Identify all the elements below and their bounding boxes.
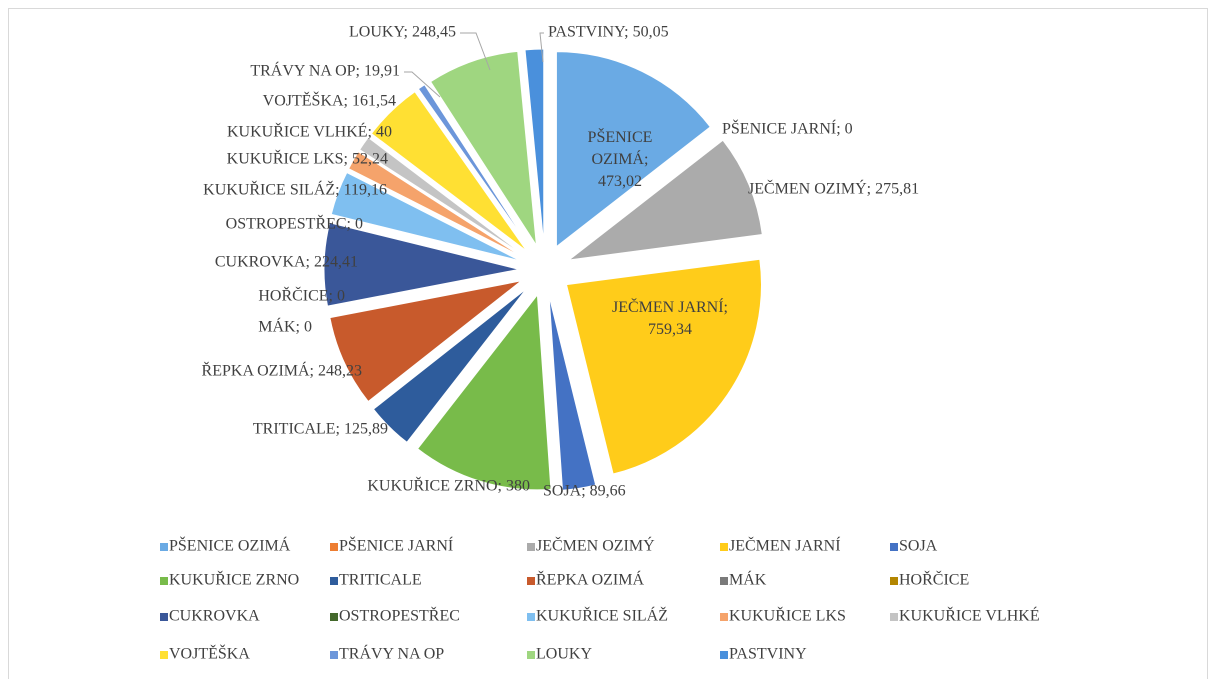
- pie-slice: [329, 280, 522, 403]
- pie-slice: [567, 139, 763, 261]
- legend-label: KUKUŘICE ZRNO: [169, 570, 299, 589]
- pie-slice: [417, 83, 531, 249]
- data-label: KUKUŘICE LKS; 52,24: [227, 149, 388, 168]
- data-label: MÁK; 0: [258, 317, 312, 336]
- data-label: KUKUŘICE SILÁŽ; 119,16: [203, 180, 387, 199]
- legend-swatch: [720, 543, 728, 551]
- legend-label: KUKUŘICE VLHKÉ: [899, 606, 1040, 625]
- pie-slice: [548, 295, 597, 491]
- legend-swatch: [330, 577, 338, 585]
- pie-slice: [416, 293, 552, 491]
- legend-swatch: [720, 651, 728, 659]
- legend-swatch: [527, 651, 535, 659]
- legend-label: ŘEPKA OZIMÁ: [536, 570, 644, 589]
- legend-label: PŠENICE JARNÍ: [339, 536, 453, 555]
- leader-line: [539, 32, 544, 63]
- legend-label: JEČMEN OZIMÝ: [536, 536, 655, 555]
- legend-label: SOJA: [899, 538, 938, 555]
- legend-swatch: [160, 613, 168, 621]
- pie-slice: [370, 91, 528, 252]
- data-label: JEČMEN JARNÍ; 759,34: [612, 297, 728, 338]
- legend-swatch: [890, 577, 898, 585]
- legend-label: LOUKY: [536, 646, 592, 663]
- data-label: TRITICALE; 125,89: [253, 421, 388, 438]
- legend-swatch: [160, 577, 168, 585]
- legend-swatch: [330, 651, 338, 659]
- legend-label: MÁK: [729, 570, 767, 589]
- data-label: PASTVINY; 50,05: [548, 24, 669, 41]
- pie-slice: [330, 171, 521, 262]
- pie-slice: [524, 48, 545, 245]
- legend-swatch: [720, 613, 728, 621]
- legend-swatch: [527, 613, 535, 621]
- legend-label: JEČMEN JARNÍ: [729, 536, 841, 555]
- legend-swatch: [527, 577, 535, 585]
- pie-slice: [429, 50, 537, 246]
- data-label: KUKUŘICE VLHKÉ; 40: [227, 122, 392, 141]
- legend-label: KUKUŘICE SILÁŽ: [536, 606, 668, 625]
- data-label: PŠENICE JARNÍ; 0: [722, 119, 853, 138]
- pie-slice: [358, 136, 524, 256]
- legend-swatch: [890, 613, 898, 621]
- legend-swatch: [720, 577, 728, 585]
- data-label: OSTROPESTŘEC; 0: [226, 214, 363, 233]
- data-label: KUKUŘICE ZRNO; 380: [367, 476, 530, 495]
- data-label: SOJA; 89,66: [543, 483, 626, 500]
- data-label: JEČMEN OZIMÝ; 275,81: [748, 179, 919, 198]
- legend-label: TRÁVY NA OP: [339, 644, 444, 663]
- data-label: PŠENICE OZIMÁ; 473,02: [588, 127, 653, 190]
- legend-swatch: [330, 613, 338, 621]
- pie-slice: [565, 258, 762, 475]
- legend-label: KUKUŘICE LKS: [729, 606, 846, 625]
- data-label: LOUKY; 248,45: [349, 24, 456, 41]
- legend-swatch: [527, 543, 535, 551]
- legend-swatch: [330, 543, 338, 551]
- pie-slice: [347, 150, 523, 258]
- legend-label: OSTROPESTŘEC: [339, 606, 460, 625]
- legend-swatch: [160, 543, 168, 551]
- data-label: HOŘČICE; 0: [258, 286, 345, 305]
- legend-label: VOJTĚŠKA: [169, 644, 250, 663]
- leader-line: [404, 71, 441, 98]
- legend-label: HOŘČICE: [899, 570, 969, 589]
- pie-slice: [372, 288, 528, 444]
- data-label: ŘEPKA OZIMÁ; 248,23: [202, 361, 362, 380]
- legend-label: PŠENICE OZIMÁ: [169, 536, 291, 555]
- legend-label: PASTVINY: [729, 646, 807, 663]
- legend-label: TRITICALE: [339, 572, 422, 589]
- legend-label: CUKROVKA: [169, 608, 260, 625]
- legend-swatch: [890, 543, 898, 551]
- data-label: TRÁVY NA OP; 19,91: [250, 61, 400, 80]
- legend: PŠENICE OZIMÁ PŠENICE JARNÍ JEČMEN OZIMÝ JE…: [160, 536, 1040, 663]
- legend-swatch: [160, 651, 168, 659]
- data-label: VOJTĚŠKA; 161,54: [263, 91, 396, 110]
- data-label: CUKROVKA; 224,41: [215, 254, 358, 271]
- pie: [323, 48, 763, 491]
- data-labels: PŠENICE OZIMÁ; 473,02 PŠENICE JARNÍ; 0 JEČME…: [202, 24, 920, 500]
- pie-slice: [323, 222, 520, 307]
- leader-line: [460, 32, 491, 71]
- pie-slice: [555, 51, 712, 248]
